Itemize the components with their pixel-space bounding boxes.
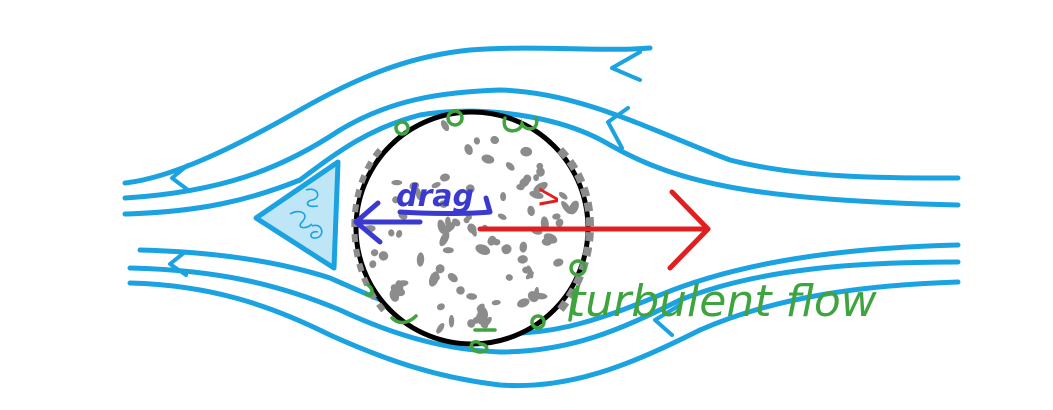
velocity-label-text: v bbox=[527, 187, 567, 208]
dimple bbox=[447, 272, 458, 283]
dimple bbox=[467, 223, 477, 234]
drag-arrow bbox=[353, 195, 493, 245]
dimple bbox=[491, 299, 501, 306]
left-arrow-icon bbox=[653, 303, 682, 337]
dimple bbox=[501, 245, 509, 255]
dimple bbox=[536, 167, 545, 177]
dimple bbox=[558, 192, 568, 200]
velocity-label: v bbox=[527, 187, 567, 208]
left-arrow-icon bbox=[170, 163, 190, 192]
dimple bbox=[431, 182, 441, 189]
left-arrow-icon bbox=[168, 250, 188, 277]
dimple bbox=[500, 192, 507, 202]
streamline-bottom-outer bbox=[127, 279, 961, 389]
dimple bbox=[436, 303, 445, 311]
dimple bbox=[396, 288, 406, 297]
dimple bbox=[555, 218, 564, 227]
flow-direction-arrows-top bbox=[170, 50, 642, 192]
streamline-bottom-middle bbox=[127, 259, 961, 355]
dimple bbox=[517, 298, 530, 308]
dimple bbox=[439, 231, 450, 247]
dimple bbox=[391, 179, 403, 186]
dimple bbox=[439, 200, 448, 208]
dimple bbox=[392, 196, 400, 204]
dimple bbox=[482, 316, 492, 328]
dimple bbox=[472, 315, 484, 324]
dimple bbox=[505, 274, 513, 281]
dimple bbox=[520, 146, 533, 157]
dimple bbox=[475, 244, 491, 255]
dimple bbox=[533, 174, 540, 182]
dimple bbox=[464, 144, 473, 156]
dimple bbox=[519, 241, 528, 253]
velocity-arrow bbox=[477, 189, 711, 271]
dimple bbox=[415, 187, 422, 201]
dimple bbox=[473, 137, 481, 145]
dimple bbox=[416, 252, 425, 267]
drag-label: drag bbox=[396, 179, 474, 214]
dimple bbox=[465, 184, 475, 194]
dimple bbox=[505, 162, 515, 171]
streamline-top-middle bbox=[122, 87, 961, 201]
dimple bbox=[490, 135, 500, 145]
flow-direction-arrows-bottom bbox=[168, 250, 682, 337]
left-arrow-icon bbox=[606, 106, 630, 150]
dimple bbox=[541, 237, 553, 246]
wake-eddies bbox=[289, 188, 323, 239]
dimple bbox=[463, 217, 470, 224]
dimple bbox=[481, 154, 495, 164]
dimple bbox=[553, 258, 564, 267]
dimple bbox=[442, 247, 454, 254]
dimple bbox=[527, 205, 535, 217]
dimple bbox=[517, 255, 528, 264]
dimple bbox=[466, 293, 478, 300]
dimple bbox=[370, 249, 379, 257]
dimple bbox=[409, 181, 420, 190]
dimple bbox=[445, 216, 451, 228]
dimple bbox=[436, 323, 445, 334]
dimple bbox=[388, 229, 395, 237]
dimple bbox=[435, 264, 445, 274]
dimple bbox=[516, 183, 525, 191]
dimple bbox=[456, 286, 465, 295]
dimple bbox=[378, 251, 389, 261]
dimple bbox=[369, 260, 377, 269]
dimple bbox=[428, 271, 440, 287]
dimple bbox=[552, 213, 561, 220]
dimple bbox=[568, 200, 579, 215]
dimple bbox=[526, 265, 534, 279]
dimple bbox=[440, 120, 450, 132]
dimple bbox=[533, 181, 548, 193]
left-arrow-icon bbox=[610, 50, 642, 82]
dimpled-ball-icon bbox=[351, 109, 594, 347]
dimple bbox=[497, 213, 507, 220]
dimple bbox=[492, 238, 501, 246]
surface-dimples bbox=[362, 120, 579, 334]
dimple bbox=[527, 291, 539, 303]
dimple bbox=[529, 190, 544, 199]
dimple bbox=[395, 229, 403, 238]
turbulent-flow-label: turbulent flow bbox=[568, 276, 878, 327]
turbulence-marks bbox=[364, 109, 587, 354]
wake-triangle-icon bbox=[253, 159, 341, 271]
streamline-top-outer bbox=[122, 45, 653, 186]
dimple bbox=[448, 314, 455, 328]
dimple bbox=[440, 173, 450, 182]
dimple bbox=[561, 201, 572, 214]
